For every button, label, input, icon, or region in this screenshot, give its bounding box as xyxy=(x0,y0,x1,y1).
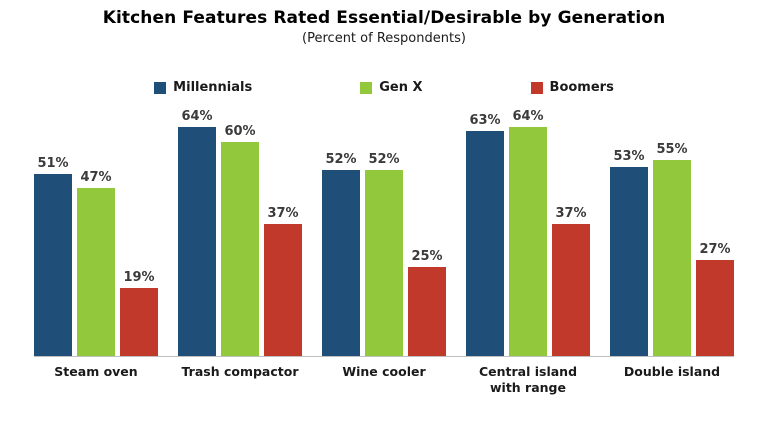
bar-value-label: 60% xyxy=(224,124,256,139)
bar-wrap: 27% xyxy=(696,242,734,356)
bar-group: 64% 60% 37% xyxy=(178,109,302,356)
bar-wrap: 60% xyxy=(221,124,259,356)
category-label: Trash compactor xyxy=(181,364,299,379)
legend-label-millennials: Millennials xyxy=(173,80,253,95)
bar-millennials xyxy=(610,167,648,356)
category-label: Double island xyxy=(623,364,721,379)
category-label: Steam oven xyxy=(54,364,138,379)
bar-wrap: 47% xyxy=(77,170,115,356)
legend-item-boomers: Boomers xyxy=(530,80,614,95)
bar-gen-x xyxy=(221,142,259,356)
bars-row: 51% 47% 19% 64% 60% 37% 52% 52% 25% 63% 64% 37% 53% 5… xyxy=(34,107,734,357)
bar-value-label: 37% xyxy=(267,206,299,221)
legend-swatch-millennials xyxy=(154,81,167,94)
legend-label-boomers: Boomers xyxy=(549,80,614,95)
bar-wrap: 25% xyxy=(408,249,446,356)
bar-wrap: 53% xyxy=(610,149,648,356)
bar-boomers xyxy=(120,288,158,356)
legend-item-genx: Gen X xyxy=(360,80,423,95)
plot-area: 51% 47% 19% 64% 60% 37% 52% 52% 25% 63% 64% 37% 53% 5… xyxy=(34,107,734,397)
bar-group: 63% 64% 37% xyxy=(466,109,590,356)
bar-group: 52% 52% 25% xyxy=(322,152,446,356)
category-label: Wine cooler xyxy=(342,364,426,379)
bar-value-label: 47% xyxy=(80,170,112,185)
bar-wrap: 55% xyxy=(653,142,691,356)
bar-value-label: 55% xyxy=(656,142,688,157)
bar-wrap: 51% xyxy=(34,156,72,356)
bar-wrap: 19% xyxy=(120,270,158,356)
bar-wrap: 37% xyxy=(552,206,590,356)
bar-value-label: 27% xyxy=(699,242,731,257)
bar-wrap: 52% xyxy=(322,152,360,356)
bar-group: 53% 55% 27% xyxy=(610,142,734,356)
bar-value-label: 64% xyxy=(512,109,544,124)
bar-value-label: 53% xyxy=(613,149,645,164)
bar-boomers xyxy=(696,260,734,356)
categories-row: Steam oven Trash compactor Wine cooler Cent… xyxy=(34,364,734,397)
bar-value-label: 52% xyxy=(325,152,357,167)
category-label: Central island with range xyxy=(478,364,578,396)
bar-millennials xyxy=(34,174,72,356)
bar-value-label: 25% xyxy=(411,249,443,264)
bar-wrap: 64% xyxy=(509,109,547,356)
bar-value-label: 51% xyxy=(37,156,69,171)
bar-value-label: 19% xyxy=(123,270,155,285)
bar-gen-x xyxy=(653,160,691,356)
legend-item-millennials: Millennials xyxy=(154,80,252,95)
bar-gen-x xyxy=(77,188,115,356)
bar-gen-x xyxy=(509,127,547,356)
legend-swatch-boomers xyxy=(530,81,543,94)
bar-gen-x xyxy=(365,170,403,356)
bar-value-label: 52% xyxy=(368,152,400,167)
legend: Millennials Gen X Boomers xyxy=(0,80,768,95)
chart-subtitle: (Percent of Respondents) xyxy=(302,31,466,46)
bar-millennials xyxy=(322,170,360,356)
bar-value-label: 37% xyxy=(555,206,587,221)
bar-wrap: 64% xyxy=(178,109,216,356)
bar-value-label: 64% xyxy=(181,109,213,124)
bar-millennials xyxy=(178,127,216,356)
bar-wrap: 63% xyxy=(466,113,504,356)
bar-wrap: 37% xyxy=(264,206,302,356)
bar-millennials xyxy=(466,131,504,356)
bar-boomers xyxy=(552,224,590,356)
legend-swatch-genx xyxy=(360,81,373,94)
bar-group: 51% 47% 19% xyxy=(34,156,158,356)
chart-container: Kitchen Features Rated Essential/Desirab… xyxy=(0,8,768,397)
bar-boomers xyxy=(408,267,446,356)
bar-boomers xyxy=(264,224,302,356)
bar-value-label: 63% xyxy=(469,113,501,128)
legend-label-genx: Gen X xyxy=(379,80,423,95)
chart-title: Kitchen Features Rated Essential/Desirab… xyxy=(102,8,666,28)
bar-wrap: 52% xyxy=(365,152,403,356)
